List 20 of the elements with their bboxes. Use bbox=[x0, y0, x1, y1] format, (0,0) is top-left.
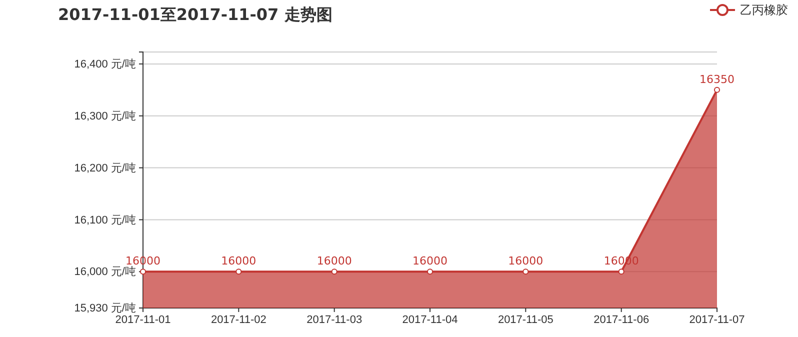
x-tick-label: 2017-11-01 bbox=[115, 314, 171, 326]
y-tick-label: 16,400 元/吨 bbox=[74, 57, 136, 70]
data-label: 16000 bbox=[221, 254, 256, 268]
chart-title: 2017-11-01至2017-11-07 走势图 bbox=[58, 5, 332, 24]
data-label: 16000 bbox=[508, 254, 544, 268]
y-tick-label: 16,200 元/吨 bbox=[74, 161, 136, 174]
x-tick-label: 2017-11-03 bbox=[306, 314, 362, 326]
y-tick-label: 15,930 元/吨 bbox=[74, 302, 136, 315]
x-tick-label: 2017-11-06 bbox=[594, 314, 650, 326]
y-tick-label: 16,100 元/吨 bbox=[74, 213, 136, 226]
data-label: 16350 bbox=[700, 72, 734, 86]
x-tick-label: 2017-11-07 bbox=[689, 314, 745, 326]
data-label: 16000 bbox=[412, 254, 448, 268]
y-tick-label: 16,000 元/吨 bbox=[74, 265, 136, 278]
data-label: 16000 bbox=[316, 254, 352, 268]
x-tick-label: 2017-11-05 bbox=[498, 314, 554, 326]
y-tick-label: 16,300 元/吨 bbox=[74, 109, 136, 122]
legend-label: 乙丙橡胶 bbox=[740, 3, 788, 17]
x-tick-label: 2017-11-04 bbox=[402, 314, 458, 326]
x-tick-label: 2017-11-02 bbox=[210, 314, 266, 326]
